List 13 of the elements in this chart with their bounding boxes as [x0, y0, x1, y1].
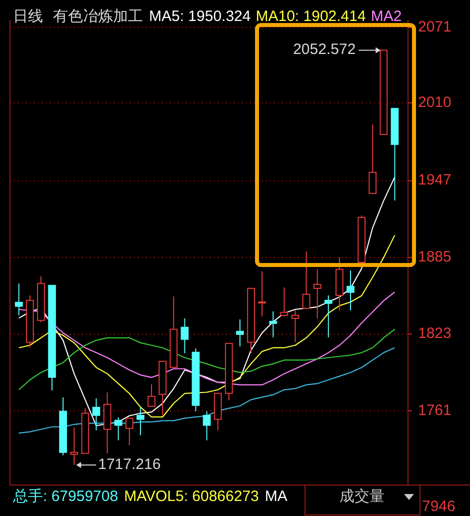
annotation: 2052.572: [293, 41, 356, 58]
y-tick-label: 2071: [418, 18, 452, 36]
chart-title: 日线: [13, 8, 43, 25]
chart-subtitle: 有色冶炼加工: [53, 8, 143, 25]
y-tick-label: 1761: [418, 402, 452, 419]
volume-header: 总手: 67959708 MAVOL5: 60866273 MA 成交量 7946: [13, 484, 456, 516]
y-tick-label: 1823: [418, 325, 452, 342]
annotation: 2052.572: [293, 41, 381, 58]
y-tick-label: 2010: [418, 94, 452, 111]
y-tick-label: 1947: [418, 172, 452, 189]
y-tick-label: 1885: [418, 248, 452, 266]
annotation: 1717.216: [74, 456, 161, 473]
annotation: 1717.216: [98, 456, 161, 473]
